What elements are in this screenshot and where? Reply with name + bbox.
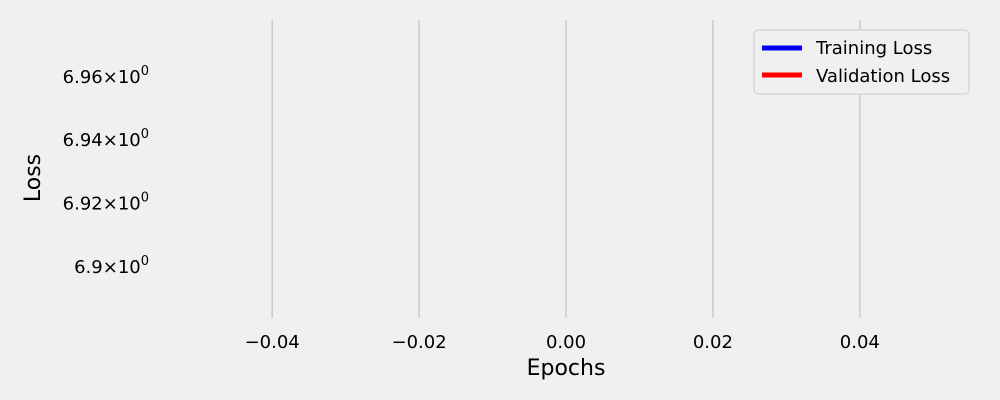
- x-tick-label: 0.00: [546, 332, 586, 353]
- y-tick-base: 10: [118, 130, 141, 151]
- y-tick-mantissa: 6.9: [74, 257, 103, 278]
- y-tick-exponent: 0: [141, 190, 149, 205]
- y-tick-base: 10: [118, 257, 141, 278]
- legend-training-label: Training Loss: [815, 38, 932, 59]
- legend-box: [753, 29, 970, 95]
- y-tick-mantissa: 6.94: [63, 130, 103, 151]
- y-axis-label: Loss: [21, 154, 46, 202]
- x-axis-label: Epochs: [527, 356, 606, 381]
- y-tick-exponent: 0: [141, 64, 149, 79]
- y-tick-base: 10: [118, 193, 141, 214]
- y-tick-label: 6.94×100: [63, 127, 149, 151]
- x-tick-label: −0.04: [245, 332, 300, 353]
- y-tick-exponent: 0: [141, 254, 149, 269]
- y-tick-label: 6.96×100: [63, 64, 149, 88]
- x-tick-label: −0.02: [392, 332, 447, 353]
- y-tick-labels: 6.96×100 6.94×100 6.92×100 6.9×100: [63, 64, 149, 278]
- x-tick-label: 0.04: [840, 332, 880, 353]
- legend: Training Loss Validation Loss: [753, 29, 970, 95]
- legend-validation-label: Validation Loss: [816, 66, 950, 87]
- y-tick-mantissa: 6.92: [63, 193, 103, 214]
- y-tick-mantissa: 6.96: [63, 67, 103, 88]
- y-tick-base: 10: [118, 67, 141, 88]
- x-tick-labels: −0.04 −0.02 0.00 0.02 0.04: [245, 332, 880, 353]
- x-tick-label: 0.02: [693, 332, 733, 353]
- y-tick-label: 6.9×100: [74, 254, 149, 278]
- y-tick-label: 6.92×100: [63, 190, 149, 214]
- y-tick-exponent: 0: [141, 127, 149, 142]
